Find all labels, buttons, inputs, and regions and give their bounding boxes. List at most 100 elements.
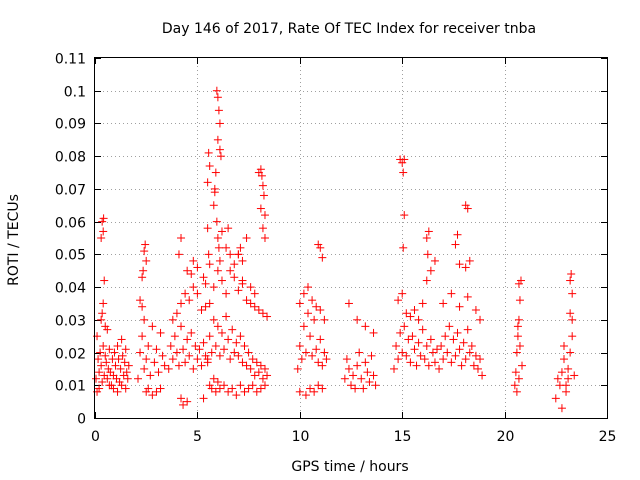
data-point xyxy=(369,328,378,337)
data-point xyxy=(203,355,212,364)
data-point xyxy=(423,250,432,259)
data-point xyxy=(402,351,411,360)
x-tick-label: 5 xyxy=(193,429,202,445)
data-point xyxy=(234,250,243,259)
data-point xyxy=(98,217,107,226)
data-point xyxy=(515,342,524,350)
data-point xyxy=(398,348,407,357)
data-point xyxy=(217,227,226,236)
data-point xyxy=(455,302,464,311)
data-point xyxy=(252,358,261,367)
data-point xyxy=(512,387,521,396)
data-point xyxy=(263,312,272,321)
data-point xyxy=(314,381,323,390)
data-point xyxy=(246,299,255,308)
data-point xyxy=(105,381,114,390)
data-point xyxy=(301,348,310,357)
data-point xyxy=(211,168,220,177)
data-point xyxy=(402,309,411,318)
data-point xyxy=(562,381,571,390)
data-point xyxy=(236,381,245,390)
y-tick-label: 0.02 xyxy=(55,347,86,363)
data-point xyxy=(214,243,223,252)
y-tick-label: 0.09 xyxy=(55,117,86,133)
data-point xyxy=(318,253,327,262)
data-point xyxy=(422,234,431,242)
data-point xyxy=(213,266,222,275)
data-point xyxy=(97,315,106,324)
data-point xyxy=(113,387,122,396)
data-point xyxy=(226,266,235,275)
data-point xyxy=(214,106,223,115)
data-point xyxy=(174,361,183,370)
data-point xyxy=(95,368,104,377)
data-point xyxy=(236,332,245,341)
data-point xyxy=(177,394,186,403)
data-point xyxy=(316,306,325,314)
x-tick-label: 0 xyxy=(91,429,100,445)
data-point xyxy=(197,306,206,314)
data-point xyxy=(406,312,415,321)
data-point xyxy=(445,322,454,331)
data-point xyxy=(465,256,474,265)
data-point xyxy=(158,351,167,360)
data-point xyxy=(441,332,450,341)
data-point xyxy=(99,214,108,223)
data-point xyxy=(105,345,114,354)
data-point xyxy=(232,338,241,347)
data-point xyxy=(447,358,456,367)
data-point xyxy=(451,240,460,249)
data-point xyxy=(101,322,110,331)
data-point xyxy=(212,86,221,95)
data-point xyxy=(118,351,127,360)
data-point xyxy=(234,351,243,360)
data-point xyxy=(316,243,325,252)
data-point xyxy=(567,270,576,278)
data-point xyxy=(120,358,129,367)
data-point xyxy=(510,381,519,390)
data-point xyxy=(172,309,181,318)
data-point xyxy=(258,374,267,383)
data-point xyxy=(220,345,229,354)
data-point xyxy=(303,309,312,318)
data-point xyxy=(259,191,268,200)
data-point xyxy=(172,348,181,357)
data-point xyxy=(260,211,269,220)
data-point xyxy=(398,158,407,167)
data-point xyxy=(99,342,108,350)
data-point xyxy=(306,332,315,341)
data-point xyxy=(299,289,308,298)
data-point xyxy=(213,93,222,102)
data-point xyxy=(185,296,194,305)
data-point xyxy=(463,292,472,301)
data-point xyxy=(564,364,573,373)
data-point xyxy=(308,351,317,360)
data-point xyxy=(134,374,143,383)
data-point xyxy=(258,181,267,190)
data-point xyxy=(207,348,216,357)
data-point xyxy=(216,152,225,161)
data-point xyxy=(117,381,126,390)
data-point xyxy=(453,328,462,337)
data-point xyxy=(433,345,442,354)
data-point xyxy=(260,234,269,242)
data-point xyxy=(553,374,562,383)
data-point xyxy=(215,145,224,154)
data-point xyxy=(138,273,147,282)
data-point xyxy=(418,325,427,334)
data-point xyxy=(400,322,409,331)
data-point xyxy=(203,178,212,187)
y-tick-label: 0 xyxy=(77,412,86,428)
data-point xyxy=(568,332,577,341)
data-point xyxy=(566,276,575,285)
y-tick-label: 0.01 xyxy=(55,379,86,395)
data-point xyxy=(230,260,239,269)
data-point xyxy=(295,387,304,396)
data-point xyxy=(369,371,378,380)
data-point xyxy=(166,342,175,350)
data-point xyxy=(513,332,522,341)
data-point xyxy=(316,335,325,344)
data-point xyxy=(92,374,101,383)
data-point xyxy=(228,325,237,334)
data-point xyxy=(213,322,222,331)
